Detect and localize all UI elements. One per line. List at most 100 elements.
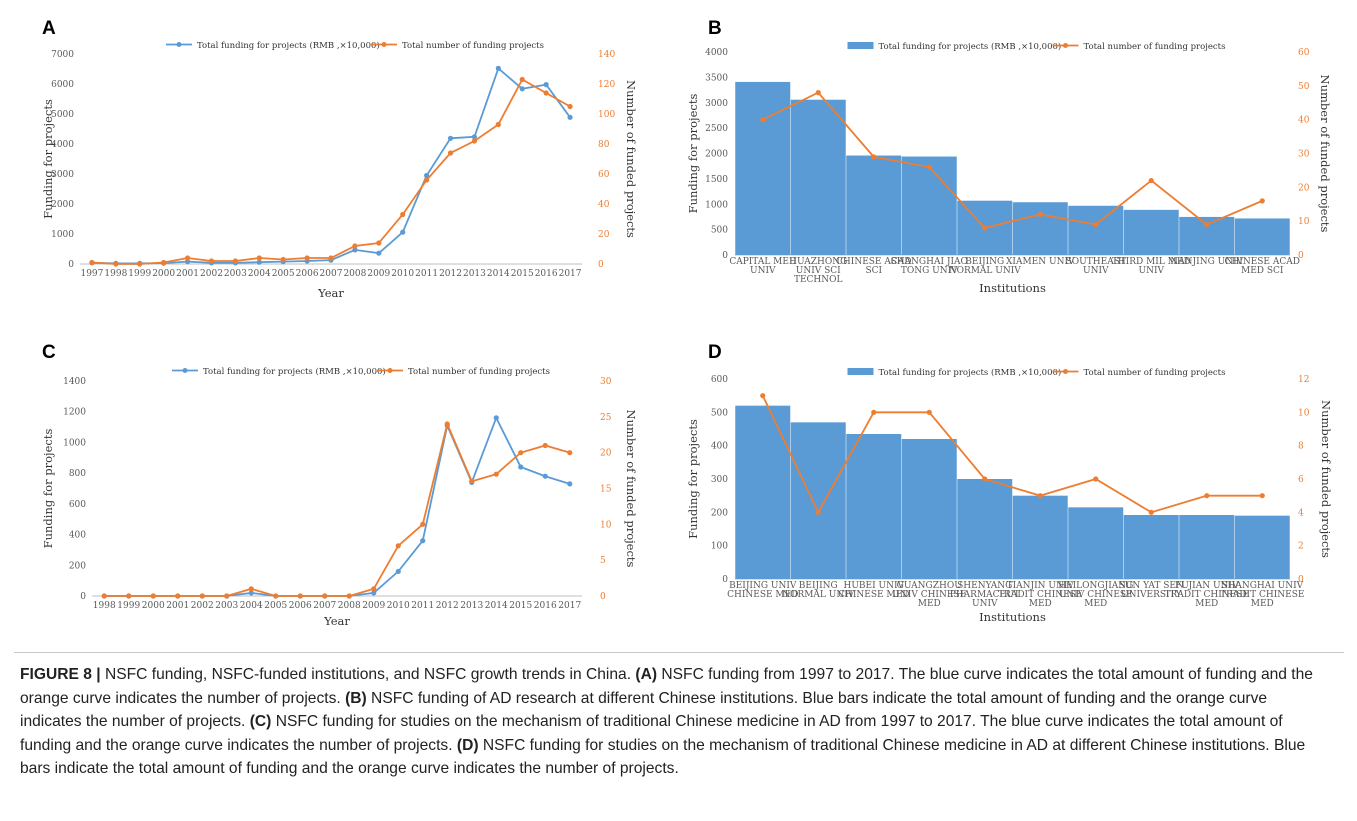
- panel-a-projects-point: [232, 258, 238, 264]
- panel-c-y-tick: 400: [69, 531, 86, 541]
- panel-a-y-tick: 7000: [51, 50, 74, 60]
- panel-d: D 0 100 200 300 400 500 600 0 2 4 6 8 10 12 BEIJING UNI…: [686, 342, 1333, 624]
- panel-d-x-tick-line: SUN YAT SEN: [1119, 581, 1184, 591]
- panel-a-x-tick: 2012: [439, 269, 462, 279]
- panel-a-funding-point: [256, 259, 262, 265]
- panel-d-x-tick: SHANGHAI UNIV TRADIT CHINESE MED: [1220, 581, 1304, 609]
- panel-d-x-tick-line: MED: [1029, 599, 1052, 609]
- panel-c-y-title: Funding for projects: [41, 429, 55, 549]
- panel-b-x-tick-line: CHINESE ACAD: [1225, 257, 1300, 267]
- panel-c-projects-point: [371, 586, 377, 592]
- panel-b-x-tick: SHANGHAI JIAO TONG UNIV: [891, 257, 968, 276]
- panel-d-y-tick: 200: [711, 508, 728, 518]
- panel-b-x-tick-line: NORMAL UNIV: [949, 266, 1022, 276]
- panel-d-y2-tick: 12: [1298, 375, 1309, 385]
- panel-c-x-tick: 2004: [240, 601, 263, 611]
- panel-d-y2-tick: 8: [1298, 442, 1304, 452]
- panel-c: C 0 200 400 600 800 1000 1200 1400 0 5 10 15 20 25 30 19…: [41, 342, 638, 628]
- panel-a-projects-point: [304, 255, 310, 261]
- panel-d-bar: [901, 439, 957, 579]
- panel-a-y-tick: 4000: [51, 140, 74, 150]
- panel-b-x-tick-line: UNIV SCI: [796, 266, 841, 276]
- panel-c-y-tick: 1400: [63, 377, 86, 387]
- panel-c-legend-funding-label: Total funding for projects (RMB ,×10,000…: [203, 366, 386, 377]
- panel-d-y2-tick: 4: [1298, 508, 1304, 518]
- panel-a-projects-point: [280, 256, 286, 263]
- panel-c-x-tick: 2006: [289, 601, 312, 611]
- panel-c-x-tick: 2014: [485, 601, 508, 611]
- panel-d-x-tick-line: CHINESE MED: [838, 590, 909, 600]
- panel-a-projects-point: [400, 211, 406, 218]
- panel-d-legend-funding-swatch: [847, 368, 874, 375]
- panel-b-x-tick-line: XIAMEN UNIV: [1006, 257, 1075, 267]
- panel-b-legend-projects-marker: [1063, 43, 1068, 48]
- panel-c-funding-point: [542, 473, 548, 479]
- panel-c-x-tick: 2017: [558, 601, 581, 611]
- panel-a-x-tick: 2017: [559, 269, 582, 279]
- panel-a-y2-tick: 40: [598, 200, 610, 210]
- panel-c-x-title: Year: [323, 614, 350, 628]
- panel-a-y-tick: 5000: [51, 110, 74, 120]
- panel-c-y2-tick: 30: [600, 377, 612, 387]
- panel-c-y-tick: 600: [69, 500, 86, 510]
- caption-b-text: NSFC funding of AD research at different…: [20, 689, 1268, 731]
- panel-d-x-tick-line: NORMAL UNIV: [782, 590, 855, 600]
- panel-a-funding-point: [447, 135, 454, 141]
- panel-d-x-tick: FUJIAN UNIV TRADIT CHINESE MED: [1165, 581, 1249, 609]
- panel-d-x-tick: SUN YAT SEN UNIVERSITY: [1119, 581, 1184, 600]
- panel-b-bar: [1012, 202, 1068, 255]
- panel-d-x-tick: HUBEI UNIV CHINESE MED: [838, 581, 909, 600]
- panel-a-y-tick: 0: [68, 260, 74, 270]
- panel-c-x-tick: 2005: [264, 601, 287, 611]
- panel-b-y2-tick: 0: [1298, 251, 1304, 261]
- panel-d-x-tick-line: UNIV CHINESE: [892, 590, 966, 600]
- panel-c-legend-funding-marker: [182, 368, 188, 373]
- panel-c-funding-point: [567, 481, 573, 487]
- panel-d-x-tick-line: MED: [1195, 599, 1218, 609]
- panel-b-x-tick: SOUTHEAST UNIV: [1066, 257, 1126, 276]
- caption-b-label: (B): [345, 689, 367, 707]
- panel-a-projects-point: [137, 261, 143, 267]
- panel-d-y2-title: Number of funded projects: [1319, 400, 1333, 558]
- panel-a-x-tick: 2005: [272, 269, 295, 279]
- panel-d-bar: [1012, 495, 1068, 579]
- panel-c-projects-point: [150, 593, 156, 599]
- panel-b-projects-point: [982, 225, 988, 231]
- panel-d-y2-tick: 6: [1298, 475, 1304, 485]
- panel-a-projects-line: [91, 78, 571, 265]
- caption-c-label: (C): [249, 713, 272, 730]
- panel-c-y2-tick: 5: [600, 556, 606, 566]
- panel-a-funding-line: [91, 66, 571, 265]
- panel-d-x-tick-line: MED: [1084, 599, 1107, 609]
- panel-b-x-tick-line: UNIV: [1138, 266, 1164, 276]
- panel-d-x-tick-line: HUBEI UNIV: [843, 581, 904, 591]
- panel-c-y2-tick: 20: [600, 449, 612, 459]
- panel-a-y2-title: Number of funded projects: [624, 80, 638, 238]
- panel-b-x-tick: HUAZHONG UNIV SCI TECHNOL: [789, 257, 847, 285]
- figure-caption: FIGURE 8 | NSFC funding, NSFC-funded ins…: [14, 652, 1344, 808]
- panel-a-x-tick: 2016: [535, 269, 558, 279]
- panel-c-x-tick: 2011: [411, 601, 434, 611]
- panel-b-projects-point: [1148, 177, 1154, 184]
- panel-d-y-tick: 400: [711, 442, 728, 452]
- panel-d-y2-tick: 2: [1298, 542, 1304, 552]
- caption-text: FIGURE 8 | NSFC funding, NSFC-funded ins…: [20, 663, 1332, 781]
- panel-c-projects-point: [395, 543, 401, 549]
- panel-a-x-tick: 2015: [511, 269, 534, 279]
- panel-a-x-title: Year: [317, 286, 344, 300]
- panel-c-x-tick: 2009: [362, 601, 385, 611]
- panel-b-projects-point: [760, 117, 766, 123]
- panel-b-x-tick: NANJING UNIV: [1170, 257, 1243, 267]
- panel-d-letter: D: [708, 342, 722, 363]
- panel-d-y-title: Funding for projects: [686, 419, 700, 539]
- panel-c-projects-point: [469, 478, 475, 484]
- panel-b-projects-point: [1204, 221, 1210, 228]
- panel-d-x-tick-line: BEIJING UNIV: [729, 581, 797, 591]
- panel-a-y-tick: 3000: [51, 170, 74, 180]
- panel-c-y2-title: Number of funded projects: [624, 410, 638, 568]
- panel-c-projects-point: [101, 593, 107, 599]
- panel-a-projects-point: [376, 240, 382, 246]
- panel-d-projects-point: [926, 409, 932, 415]
- panel-b-x-tick-line: TONG UNIV: [901, 266, 958, 276]
- panel-a-y2-tick: 80: [598, 140, 610, 150]
